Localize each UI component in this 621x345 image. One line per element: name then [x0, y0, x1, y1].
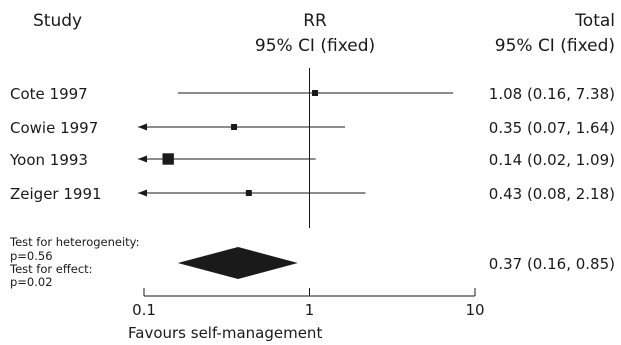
x-axis-label: Favours self-management — [128, 324, 322, 342]
x-tick-label-0: 0.1 — [132, 301, 156, 319]
header-rr-ci: 95% CI (fixed) — [255, 36, 375, 56]
study-point-0 — [312, 90, 319, 96]
pooled-diamond — [177, 247, 298, 279]
study-arrow-2 — [138, 155, 147, 163]
study-name-0: Cote 1997 — [10, 85, 88, 103]
header-total-ci: 95% CI (fixed) — [495, 36, 615, 56]
study-arrow-3 — [138, 189, 147, 197]
study-name-3: Zeiger 1991 — [10, 185, 102, 203]
study-point-3 — [245, 190, 252, 196]
x-tick-label-1: 1 — [305, 301, 315, 319]
header-total: Total — [574, 11, 615, 31]
study-point-2 — [162, 153, 174, 165]
pooled-ci-text: 0.37 (0.16, 0.85) — [489, 255, 615, 273]
study-ci-text-2: 0.14 (0.02, 1.09) — [489, 151, 615, 169]
stat-effect-label: Test for effect: — [9, 262, 93, 276]
stat-heterogeneity-p: p=0.56 — [10, 249, 53, 263]
x-tick-label-2: 10 — [465, 301, 484, 319]
stat-effect-p: p=0.02 — [10, 275, 53, 289]
study-name-2: Yoon 1993 — [9, 151, 88, 169]
header-study: Study — [33, 11, 82, 31]
study-ci-text-0: 1.08 (0.16, 7.38) — [489, 85, 615, 103]
study-arrow-1 — [138, 123, 147, 131]
header-rr: RR — [303, 11, 327, 31]
study-ci-text-3: 0.43 (0.08, 2.18) — [489, 185, 615, 203]
stat-heterogeneity-label: Test for heterogeneity: — [9, 235, 140, 249]
study-ci-text-1: 0.35 (0.07, 1.64) — [489, 119, 615, 137]
study-name-1: Cowie 1997 — [10, 119, 98, 137]
study-point-1 — [231, 124, 238, 130]
